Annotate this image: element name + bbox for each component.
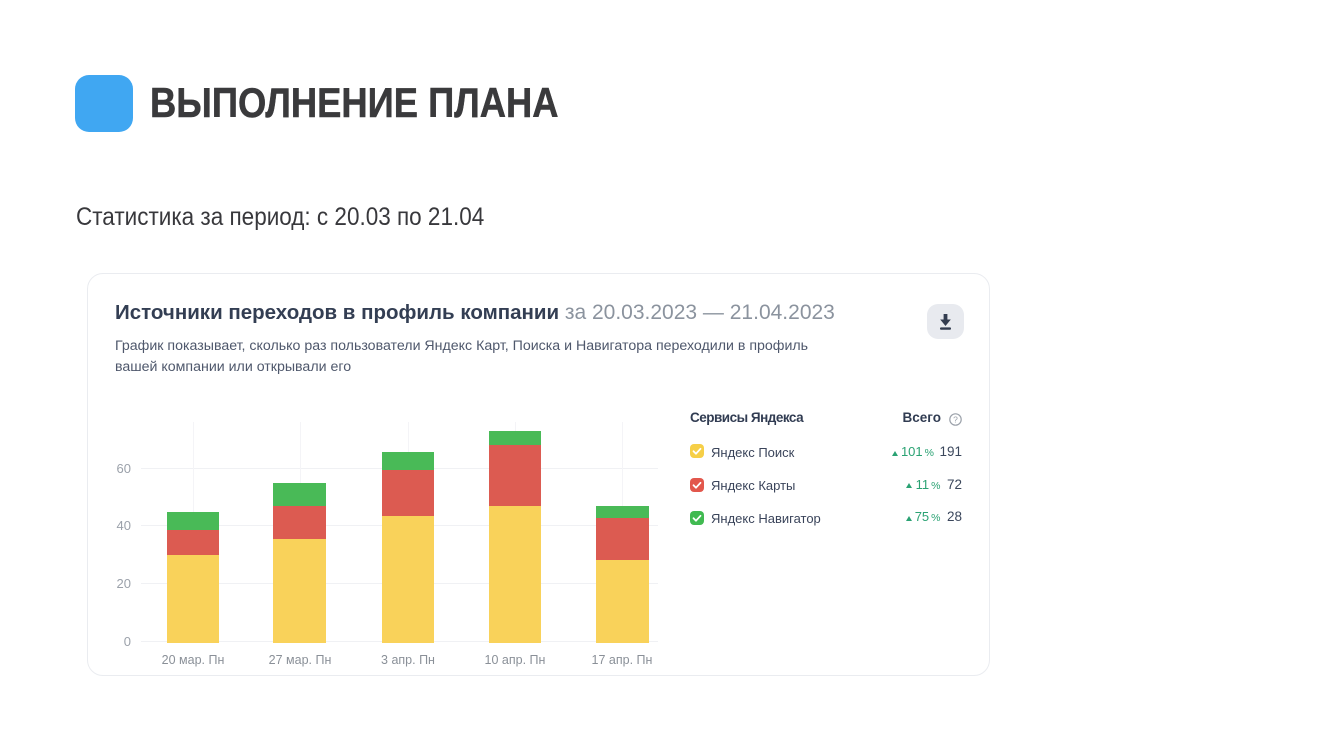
svg-text:?: ?	[953, 414, 958, 424]
